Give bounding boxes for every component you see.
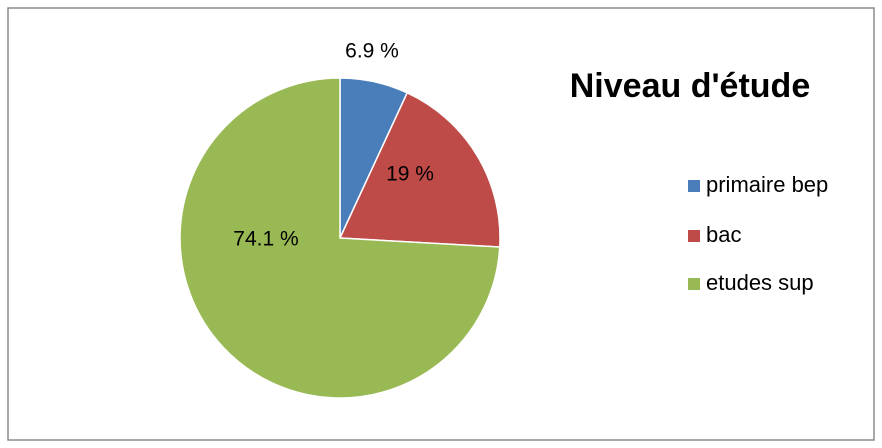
data-label: 74.1 % xyxy=(233,228,298,251)
data-label: 6.9 % xyxy=(345,40,399,63)
chart-title: Niveau d'étude xyxy=(570,67,810,105)
legend-swatch xyxy=(688,180,700,192)
legend-swatch xyxy=(688,230,700,242)
legend-label: bac xyxy=(706,222,741,247)
data-label: 19 % xyxy=(386,163,434,186)
legend-label: primaire bep xyxy=(706,172,828,197)
pie-slice xyxy=(179,77,501,399)
legend-swatch xyxy=(688,278,700,290)
legend-label: etudes sup xyxy=(706,270,814,295)
pie-slice xyxy=(338,91,501,248)
